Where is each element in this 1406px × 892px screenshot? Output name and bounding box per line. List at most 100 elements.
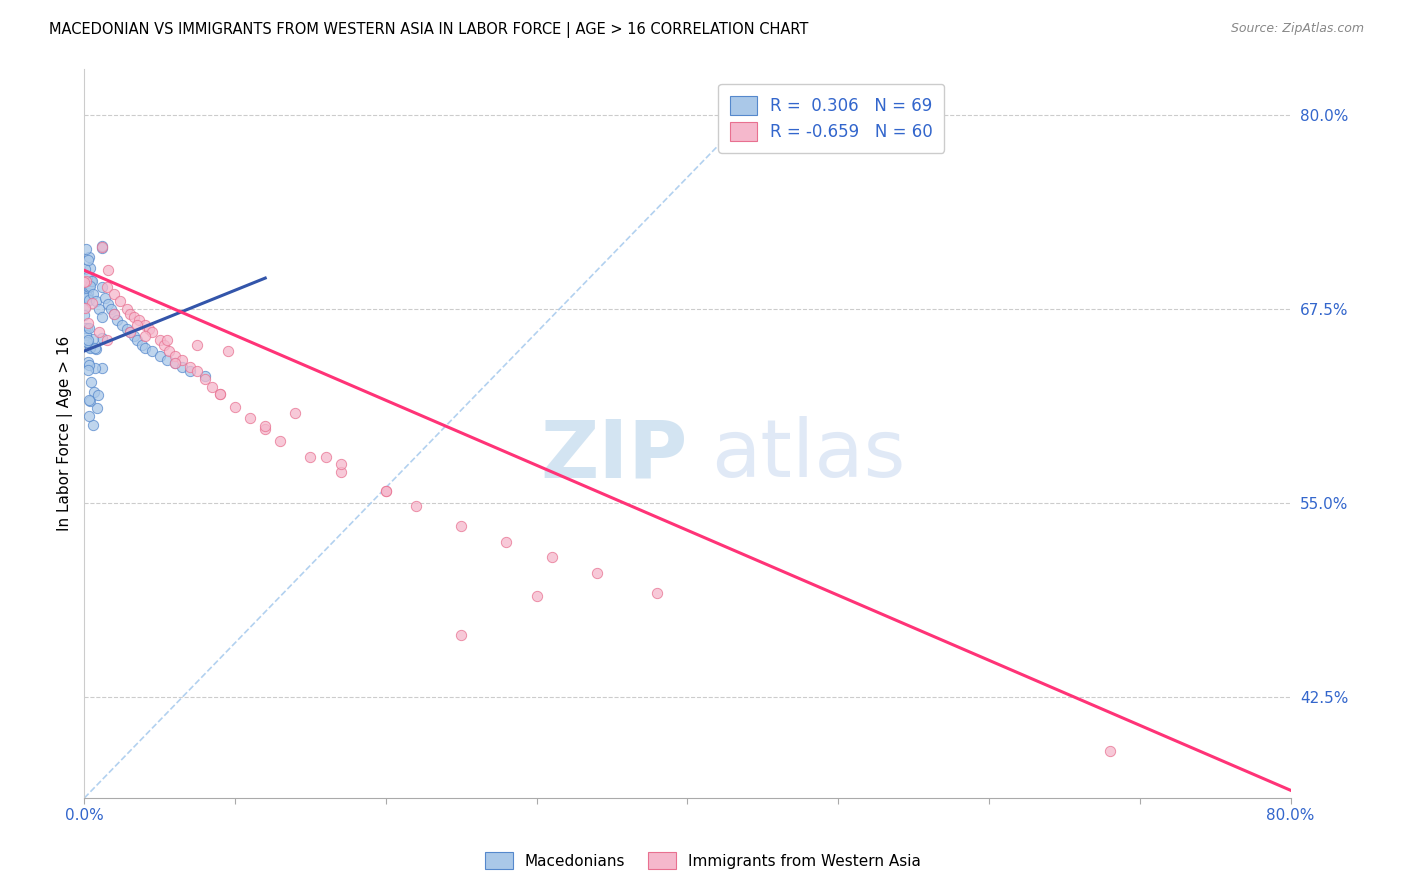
Point [76,270,98,285]
Y-axis label: In Labor Force | Age > 16: In Labor Force | Age > 16 [58,335,73,531]
Point [75,291,97,305]
Point [73,301,96,315]
Point [374,483,396,498]
Point [110,294,132,309]
Point [89,302,111,317]
Point [115,322,138,336]
Point [122,310,145,324]
Point [284,406,307,420]
Point [450,519,472,533]
Text: atlas: atlas [711,417,905,494]
Point [111,318,134,332]
Point [79,339,101,353]
Point [540,550,562,565]
Point [73,308,96,322]
Point [91,330,114,344]
Legend: Macedonians, Immigrants from Western Asia: Macedonians, Immigrants from Western Asi… [479,846,927,875]
Point [269,434,291,448]
Point [157,344,180,359]
Point [149,333,172,347]
Point [75,274,97,288]
Point [79,278,101,293]
Point [153,338,176,352]
Point [122,328,145,343]
Point [83,361,105,376]
Point [172,359,194,374]
Point [1098,744,1121,758]
Point [141,344,163,359]
Point [77,321,100,335]
Point [75,261,97,276]
Point [128,313,150,327]
Point [374,483,396,498]
Point [405,500,427,514]
Point [254,418,277,433]
Point [134,318,156,332]
Point [76,253,98,268]
Point [329,458,352,472]
Point [224,400,246,414]
Point [329,465,352,479]
Text: ZIP: ZIP [540,417,688,494]
Point [82,274,104,288]
Point [83,384,105,399]
Point [586,566,609,580]
Point [73,285,96,299]
Point [96,333,118,347]
Point [163,349,186,363]
Point [76,362,98,376]
Legend: R =  0.306   N = 69, R = -0.659   N = 60: R = 0.306 N = 69, R = -0.659 N = 60 [718,84,945,153]
Point [179,364,201,378]
Point [94,291,117,305]
Point [100,302,122,317]
Point [134,328,156,343]
Point [217,344,239,359]
Point [79,392,101,407]
Point [77,409,100,423]
Point [194,372,217,386]
Point [526,589,548,603]
Point [76,333,98,347]
Point [118,326,141,340]
Point [186,338,208,352]
Point [76,289,98,303]
Point [76,316,98,330]
Point [254,422,277,436]
Point [84,342,107,356]
Point [79,260,101,275]
Point [138,322,160,336]
Point [82,295,104,310]
Point [96,280,118,294]
Text: MACEDONIAN VS IMMIGRANTS FROM WESTERN ASIA IN LABOR FORCE | AGE > 16 CORRELATION: MACEDONIAN VS IMMIGRANTS FROM WESTERN AS… [49,22,808,38]
Point [75,328,97,343]
Point [73,301,96,315]
Point [194,368,217,383]
Point [131,338,153,352]
Point [118,326,141,340]
Point [201,380,224,394]
Point [125,333,148,347]
Point [141,326,163,340]
Point [79,394,101,409]
Point [84,341,107,355]
Point [77,280,100,294]
Point [299,450,322,464]
Point [80,274,103,288]
Point [134,341,156,355]
Point [103,307,125,321]
Point [495,535,517,549]
Point [86,294,108,309]
Point [208,387,231,401]
Point [118,307,141,321]
Point [163,356,186,370]
Point [91,241,114,255]
Point [186,364,208,378]
Point [87,325,110,339]
Point [82,286,104,301]
Point [76,334,98,349]
Point [156,353,179,368]
Point [91,310,114,324]
Text: Source: ZipAtlas.com: Source: ZipAtlas.com [1230,22,1364,36]
Point [73,321,96,335]
Point [80,375,103,389]
